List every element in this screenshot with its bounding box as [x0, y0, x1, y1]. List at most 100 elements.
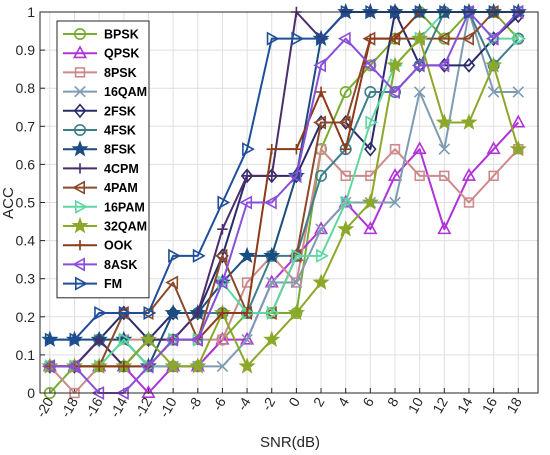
data-point: [118, 361, 130, 372]
legend-marker: [72, 257, 85, 272]
data-point: [139, 330, 158, 347]
legend-label: 8PSK: [104, 66, 137, 80]
legend-item: 8PSK: [63, 66, 137, 80]
data-point: [192, 248, 206, 263]
legend-marker: [74, 85, 86, 98]
data-point: [339, 86, 352, 99]
plot-frame: [39, 11, 539, 394]
x-tick-label: -2: [258, 394, 278, 413]
data-point: [436, 31, 450, 46]
data-point: [217, 195, 231, 210]
legend-label: FM: [104, 277, 122, 291]
x-tick-label: 4: [335, 394, 353, 409]
legend-marker: [74, 67, 86, 78]
data-point: [313, 115, 327, 130]
data-point: [316, 248, 329, 263]
data-point: [214, 275, 228, 290]
y-tick-labels: 0 0.1 0.2 0.3 0.4 0.5 0.6 0.7 0.8 0.9 1: [16, 4, 36, 401]
data-point: [389, 196, 401, 209]
data-point: [217, 334, 228, 345]
data-point: [118, 332, 132, 347]
data-point: [41, 359, 55, 374]
x-axis-label: SNR(dB): [260, 434, 320, 451]
legend: BPSK QPSK 8PSK 16QAM 2FSK 4FSK 8FSK 4CPM 4PAM 16P…: [56, 20, 150, 299]
y-tick-label: 0.6: [16, 156, 36, 172]
data-point: [263, 195, 277, 210]
data-point: [340, 170, 351, 182]
data-point: [143, 305, 157, 321]
legend-item: 4PAM: [63, 180, 138, 195]
data-point: [389, 143, 401, 155]
legend-marker: [71, 217, 89, 234]
data-point: [315, 169, 328, 182]
legend-label: 4FSK: [104, 124, 136, 138]
data-point: [241, 307, 253, 319]
x-tick-label: 16: [479, 394, 501, 416]
data-point: [242, 142, 255, 157]
y-tick-label: 0.3: [16, 271, 36, 287]
x-tick-label: 18: [503, 394, 525, 416]
data-point: [361, 193, 379, 210]
legend-item: 2FSK: [63, 103, 136, 119]
legend-marker: [75, 199, 88, 214]
data-point: [387, 167, 403, 181]
data-point: [315, 86, 327, 98]
data-point: [241, 333, 253, 346]
legend-item: 16QAM: [63, 85, 147, 99]
data-point: [316, 31, 329, 46]
data-point: [337, 31, 351, 46]
legend-item: BPSK: [63, 28, 139, 42]
data-point: [512, 86, 525, 98]
y-tick-label: 0.8: [16, 80, 36, 96]
data-point: [365, 33, 376, 44]
data-point: [462, 57, 476, 73]
y-tick-label: 0.7: [16, 118, 36, 134]
data-point: [214, 248, 228, 263]
legend-label: QPSK: [104, 47, 139, 61]
data-point: [364, 141, 377, 157]
data-point: [439, 170, 450, 182]
data-point: [216, 360, 229, 373]
data-point: [313, 221, 329, 235]
data-point: [463, 197, 475, 208]
legend-marker: [72, 180, 85, 195]
data-point: [93, 361, 105, 372]
data-point: [239, 195, 253, 210]
data-point: [164, 304, 182, 321]
data-point: [66, 359, 80, 374]
data-point: [44, 332, 58, 347]
data-point: [340, 195, 354, 210]
data-point: [337, 115, 351, 130]
data-point: [266, 143, 277, 155]
data-point: [94, 305, 108, 321]
data-point: [189, 357, 207, 374]
data-point: [263, 305, 277, 321]
data-point: [513, 31, 527, 46]
data-point: [165, 275, 179, 290]
data-point: [461, 167, 477, 181]
legend-item: OOK: [63, 239, 132, 253]
data-point: [217, 223, 228, 235]
data-point: [263, 330, 281, 347]
x-tick-label: 14: [454, 394, 476, 416]
data-point: [240, 331, 255, 345]
legend-marker: [74, 240, 86, 251]
legend-label: OOK: [104, 239, 132, 253]
series-line-32qam: [49, 37, 520, 368]
x-tick-label: -6: [209, 394, 229, 413]
data-point: [69, 332, 83, 347]
legend-marker: [74, 27, 87, 40]
data-point: [140, 305, 154, 321]
data-point: [411, 29, 429, 46]
data-point: [488, 31, 502, 46]
y-tick-label: 0.5: [16, 195, 36, 211]
data-point: [511, 114, 526, 128]
data-point: [140, 359, 154, 374]
legend-label: BPSK: [104, 28, 139, 42]
data-point: [363, 221, 378, 235]
y-tick-label: 0.9: [16, 42, 36, 58]
legend-label: 16QAM: [104, 85, 147, 99]
legend-marker: [73, 103, 87, 119]
data-point: [313, 58, 327, 73]
